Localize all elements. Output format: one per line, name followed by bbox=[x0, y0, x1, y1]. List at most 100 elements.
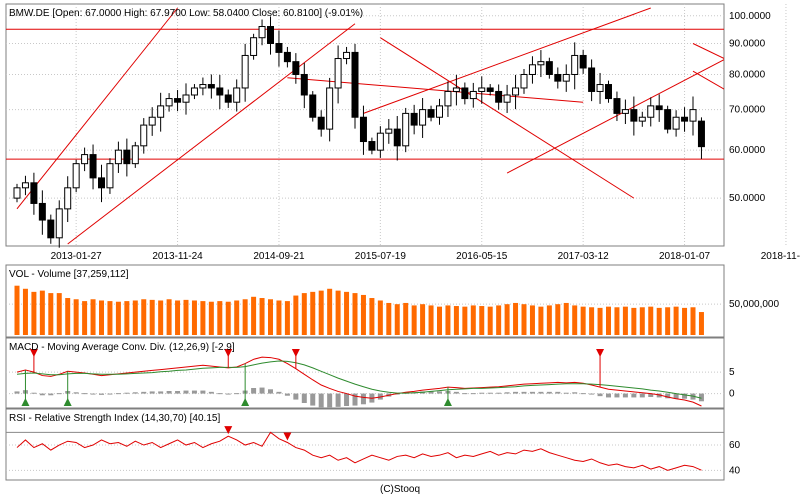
candle-body bbox=[140, 124, 148, 147]
price-y-tick-label: 90.0000 bbox=[729, 38, 766, 49]
volume-bar bbox=[428, 305, 434, 335]
candle-body bbox=[292, 61, 300, 75]
macd-histogram-bar bbox=[656, 393, 662, 398]
candle-body bbox=[317, 116, 325, 130]
sell-signal-marker bbox=[29, 349, 38, 357]
macd-histogram-bar bbox=[14, 391, 20, 394]
candle-body bbox=[562, 73, 570, 82]
candle-body bbox=[605, 84, 612, 100]
candle-body bbox=[427, 109, 435, 118]
volume-bar bbox=[107, 301, 113, 335]
macd-histogram-bar bbox=[259, 387, 265, 394]
macd-histogram-bar bbox=[344, 393, 350, 406]
volume-bar bbox=[470, 305, 476, 335]
price-y-tick-label: 60.0000 bbox=[729, 145, 766, 156]
candle-body bbox=[55, 208, 63, 239]
macd-histogram-bar bbox=[234, 393, 240, 395]
signal-line bbox=[16, 360, 702, 399]
volume-bar bbox=[293, 295, 299, 335]
macd-histogram-bar bbox=[90, 393, 96, 395]
sell-signal-marker bbox=[291, 349, 300, 357]
macd-histogram-bar bbox=[225, 393, 231, 395]
buy-signal-marker bbox=[241, 398, 250, 406]
candle-body bbox=[402, 112, 410, 147]
volume-bar bbox=[690, 307, 696, 335]
candle-body bbox=[89, 154, 97, 179]
volume-bar bbox=[656, 307, 662, 335]
candle-body bbox=[588, 67, 596, 92]
trend-line bbox=[692, 43, 724, 60]
macd-histogram-bar bbox=[158, 391, 164, 394]
rsi-panel bbox=[5, 408, 725, 481]
candle-body bbox=[309, 94, 317, 118]
volume-bar bbox=[606, 306, 611, 335]
volume-y-tick-label: 50,000,000 bbox=[729, 299, 779, 310]
candle-body bbox=[452, 87, 460, 92]
candle-body bbox=[182, 94, 190, 103]
volume-bar bbox=[698, 312, 704, 335]
volume-bar bbox=[386, 302, 392, 335]
macd-histogram-bar bbox=[284, 393, 290, 396]
macd-histogram-bar bbox=[614, 393, 620, 398]
candle-body bbox=[224, 94, 232, 103]
candle-body bbox=[334, 58, 342, 89]
rsi-line bbox=[16, 431, 702, 471]
volume-bar bbox=[284, 301, 290, 335]
volume-bar bbox=[513, 302, 519, 335]
volume-bar bbox=[614, 307, 620, 335]
macd-histogram-bar bbox=[73, 392, 79, 394]
price-panel-title: BMW.DE [Open: 67.0000 High: 67.9700 Low:… bbox=[9, 8, 363, 19]
macd-histogram-bar bbox=[335, 393, 341, 407]
rsi-panel-title: RSI - Relative Strength Index (14,30,70)… bbox=[9, 413, 220, 424]
macd-histogram-bar bbox=[115, 393, 121, 395]
volume-bar bbox=[437, 306, 442, 335]
candle-body bbox=[258, 26, 266, 39]
volume-bar bbox=[251, 296, 257, 335]
rsi-sell-signal-marker bbox=[224, 426, 233, 435]
macd-histogram-bar bbox=[504, 392, 510, 394]
macd-histogram-bar bbox=[496, 392, 502, 394]
volume-bar bbox=[462, 306, 468, 335]
volume-bar bbox=[301, 293, 307, 335]
volume-bar bbox=[318, 290, 324, 335]
volume-bar bbox=[166, 299, 172, 335]
trend-line bbox=[363, 7, 651, 114]
price-x-tick-label: 2018-11-04 bbox=[761, 251, 800, 262]
macd-histogram-bar bbox=[310, 393, 316, 406]
macd-histogram-bar bbox=[149, 391, 155, 394]
macd-histogram-bar bbox=[606, 393, 611, 398]
macd-histogram-bar bbox=[293, 393, 299, 400]
macd-histogram-bar bbox=[648, 393, 654, 397]
volume-bar bbox=[597, 307, 603, 335]
volume-bar bbox=[563, 302, 569, 335]
rsi-y-tick-label: 60 bbox=[729, 440, 741, 451]
volume-bar bbox=[124, 301, 130, 335]
trend-line bbox=[67, 23, 356, 245]
volume-bar bbox=[496, 305, 502, 335]
volume-bar bbox=[56, 293, 62, 335]
macd-histogram-bar bbox=[639, 393, 645, 398]
price-x-tick-label: 2017-03-12 bbox=[558, 251, 610, 262]
macd-histogram-bar bbox=[251, 388, 257, 394]
volume-bar bbox=[259, 298, 265, 335]
volume-bar bbox=[99, 300, 104, 335]
candle-body bbox=[123, 149, 131, 165]
candle-body bbox=[241, 54, 249, 89]
volume-bar bbox=[335, 290, 341, 335]
macd-histogram-bar bbox=[56, 393, 62, 395]
macd-histogram-bar bbox=[698, 393, 704, 402]
macd-histogram-bar bbox=[124, 392, 130, 394]
volume-bar bbox=[200, 301, 206, 335]
candle-body bbox=[393, 128, 401, 147]
volume-bar bbox=[546, 305, 552, 335]
candle-body bbox=[697, 120, 705, 148]
macd-histogram-bar bbox=[546, 391, 552, 394]
macd-histogram-bar bbox=[487, 392, 493, 394]
candle-body bbox=[98, 177, 105, 189]
volume-bar bbox=[39, 290, 45, 335]
price-x-tick-label: 2015-07-19 bbox=[355, 251, 407, 262]
volume-bar bbox=[369, 298, 375, 335]
volume-bar bbox=[580, 306, 586, 335]
trend-line bbox=[692, 70, 724, 90]
macd-panel-title: MACD - Moving Average Conv. Div. (12,26,… bbox=[9, 342, 235, 353]
